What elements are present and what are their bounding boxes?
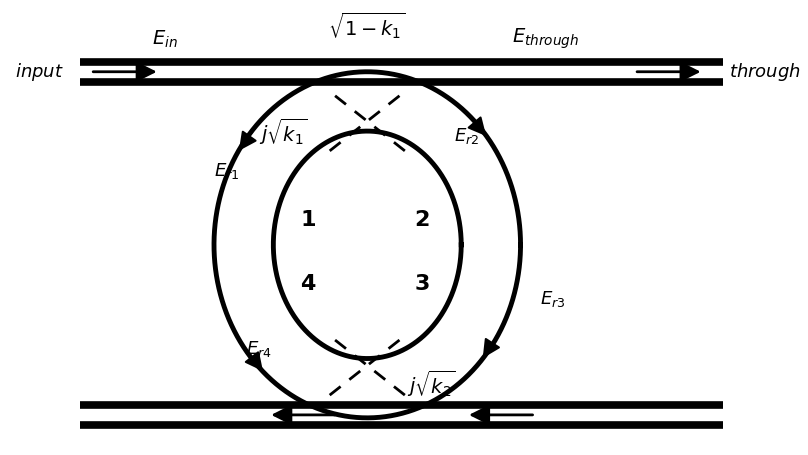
- Text: $E_{r3}$: $E_{r3}$: [541, 289, 566, 309]
- Text: $E_{r2}$: $E_{r2}$: [453, 126, 479, 146]
- Text: $\mathbf{1}$: $\mathbf{1}$: [300, 210, 316, 230]
- Text: $E_{r4}$: $E_{r4}$: [246, 339, 271, 359]
- Text: $through$: $through$: [729, 61, 801, 83]
- Text: $\sqrt{1-k_1}$: $\sqrt{1-k_1}$: [329, 10, 406, 40]
- Text: $j\sqrt{k_1}$: $j\sqrt{k_1}$: [259, 116, 308, 147]
- Text: $\mathbf{2}$: $\mathbf{2}$: [414, 210, 429, 230]
- Text: $j\sqrt{k_2}$: $j\sqrt{k_2}$: [407, 368, 456, 399]
- Text: $E_{r1}$: $E_{r1}$: [214, 161, 239, 181]
- Text: $\mathbf{3}$: $\mathbf{3}$: [414, 274, 430, 294]
- Text: $E_{in}$: $E_{in}$: [152, 29, 178, 50]
- Text: $input$: $input$: [15, 61, 63, 83]
- Text: $E_{through}$: $E_{through}$: [511, 27, 579, 51]
- Text: $\mathbf{4}$: $\mathbf{4}$: [300, 274, 316, 294]
